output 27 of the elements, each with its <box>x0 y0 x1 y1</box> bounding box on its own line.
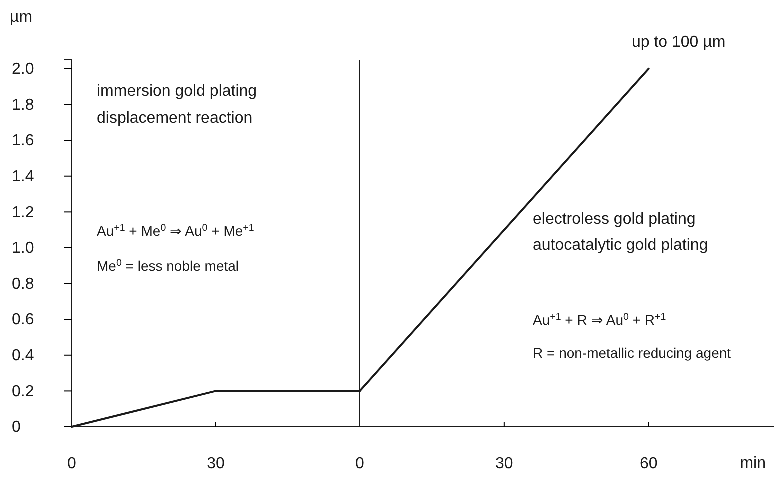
annotation: R = non-metallic reducing agent <box>533 345 732 361</box>
y-axis-title: µm <box>10 9 33 26</box>
y-tick-label: 0.8 <box>12 276 34 293</box>
x-tick-label: 0 <box>68 455 77 472</box>
y-tick-label: 1.4 <box>12 168 34 186</box>
x-tick-label: 0 <box>356 455 365 472</box>
y-tick-label: 1.6 <box>12 132 34 150</box>
annotation: electroless gold plating <box>533 211 696 228</box>
annotation: up to 100 µm <box>632 34 726 51</box>
y-tick-label: 0.4 <box>12 348 34 365</box>
y-tick-label: 0.2 <box>12 383 34 400</box>
annotation: immersion gold plating <box>97 83 258 100</box>
y-tick-label: 0 <box>12 419 21 436</box>
annotation: Me$^{0}$ = less noble metal <box>97 258 240 274</box>
annotation: autocatalytic gold plating <box>533 237 708 254</box>
annotation: Au$^{+1}$ + Me$^{0}$ ⇒ Au$^{0}$ + Me$^{+1}$ <box>97 222 254 239</box>
y-tick-label: 0.6 <box>12 312 34 329</box>
y-tick-label: 1.8 <box>12 96 34 114</box>
x-tick-label: 30 <box>207 455 225 472</box>
y-tick-label: 2.0 <box>12 61 34 78</box>
x-tick-label: 30 <box>496 455 514 472</box>
y-tick-label: 1.2 <box>12 204 34 222</box>
annotation: Au$^{+1}$ + R ⇒ Au$^{0}$ + R$^{+1}$ <box>533 312 666 328</box>
x-tick-label: 60 <box>640 455 658 472</box>
annotation: displacement reaction <box>97 110 253 127</box>
x-axis-title: min <box>740 455 766 472</box>
y-tick-label: 1.0 <box>12 240 34 258</box>
